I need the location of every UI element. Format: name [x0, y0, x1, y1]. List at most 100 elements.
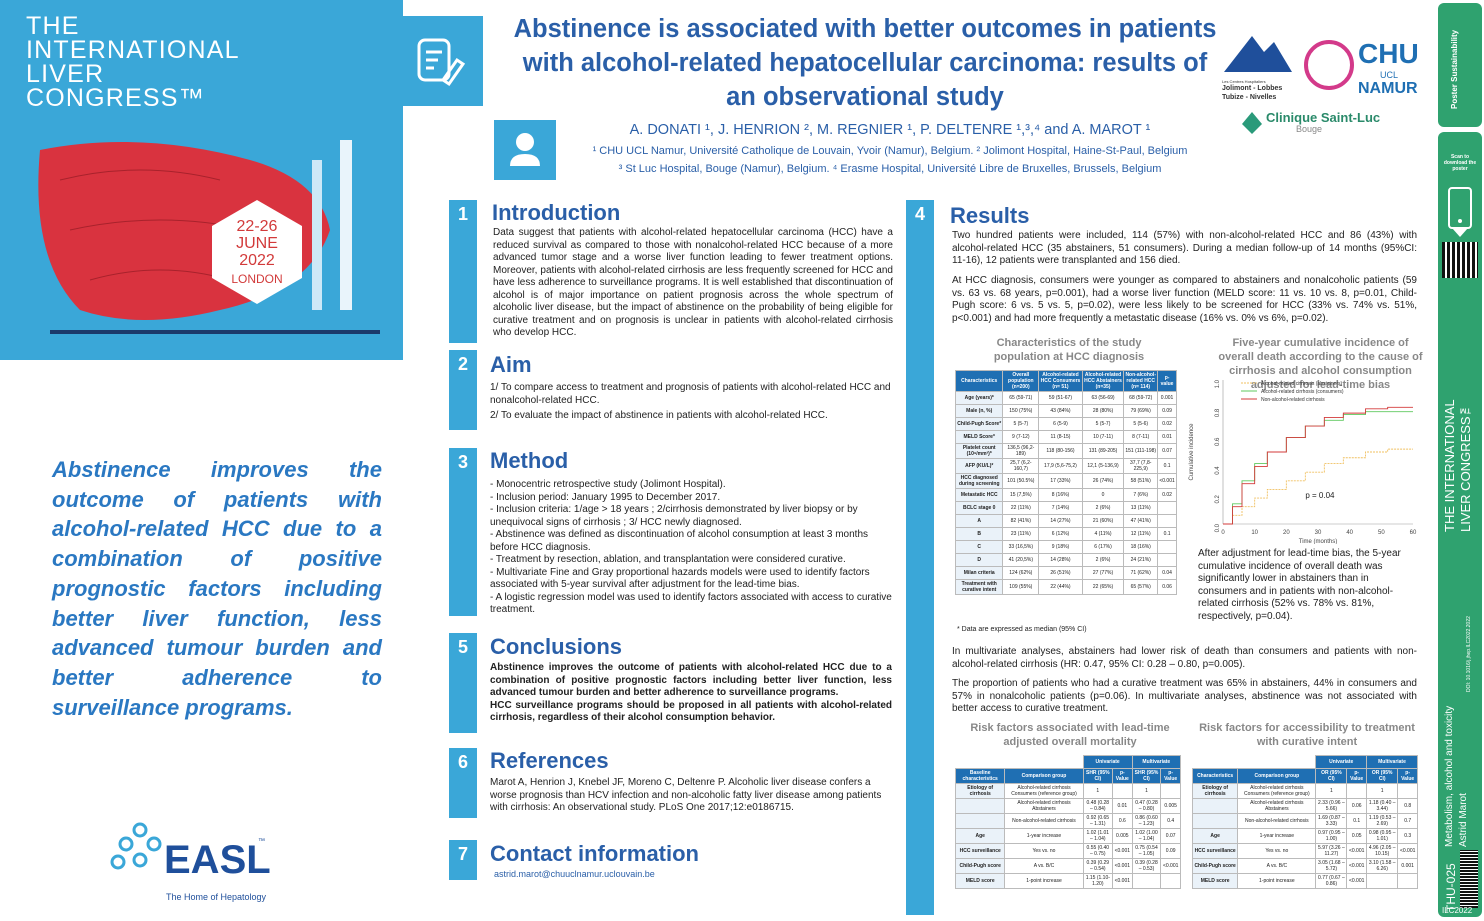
column-header: Baseline characteristics	[954, 768, 1006, 784]
table-row: Age (years)* 65 (59-71) 59 (51-67) 63 (56-6…	[954, 391, 1177, 405]
table-row: Child-Pugh score A vs. B/C 0.39 (0.29 – 0.…	[954, 858, 1181, 874]
table-cell	[1365, 873, 1399, 889]
treatment-table: Univariate Multivariate Characteristics Com…	[1191, 755, 1418, 889]
table-cell: 1.02 (1.00 – 1.04)	[1131, 828, 1162, 844]
table-cell: 5 (5-7)	[1002, 417, 1040, 431]
table-cell	[1112, 783, 1133, 799]
table-cell: 14 (28%)	[1038, 553, 1083, 567]
table-row: HCC surveillance Yes vs. no 0.55 (0.40 – 0…	[954, 843, 1181, 859]
table-cell: 1	[1082, 783, 1114, 799]
column-header: p-Value	[1112, 768, 1133, 784]
qr-code[interactable]	[1442, 242, 1478, 278]
table-cell	[1160, 873, 1181, 889]
table-cell: 0.55 (0.40 – 0.75)	[1082, 843, 1114, 859]
table-cell: 21 (60%)	[1081, 514, 1125, 528]
table-cell: 26 (51%)	[1038, 566, 1083, 580]
table-cell: 17,9 (5,6-75,2)	[1038, 458, 1083, 474]
table-cell: 22 (44%)	[1038, 579, 1083, 595]
column-header: Comparison group	[1237, 768, 1317, 784]
chu-ring-icon	[1304, 40, 1354, 90]
table-cell	[1160, 783, 1181, 799]
table-cell: 0.06	[1157, 579, 1177, 595]
table-cell: HCC diagnosed during screening	[954, 473, 1004, 489]
table-cell: A vs. B/C	[1237, 858, 1317, 874]
table-cell: <0.001	[1346, 858, 1367, 874]
group-header: Multivariate	[1366, 755, 1418, 769]
table-cell: Etiology of cirrhosis	[954, 783, 1006, 799]
chart-explanation: After adjustment for lead-time bias, the…	[1198, 548, 1401, 622]
table-cell: 9 (18%)	[1038, 540, 1083, 554]
x-tick-label: 30	[1315, 530, 1322, 536]
table-cell: 7 (6%)	[1123, 488, 1159, 502]
section-number: 2	[449, 350, 477, 430]
table-cell: 63 (56-69)	[1081, 391, 1125, 405]
group-header: Multivariate	[1131, 755, 1182, 769]
table-cell: <0.001	[1346, 843, 1367, 859]
table-cell: Alcohol-related cirrhosis Consumers (ref…	[1004, 783, 1084, 799]
table-cell: 0.39 (0.28 – 0.53)	[1131, 858, 1162, 874]
results-p1: Two hundred patients were included, 114 …	[952, 230, 1417, 266]
table-cell: 4 (11%)	[1081, 527, 1125, 541]
table-cell: 0.1	[1346, 813, 1367, 829]
table-row: MELD Score* 9 (7-12) 11 (8-15) 10 (7-11) 8 (…	[954, 430, 1177, 444]
table-cell: 151 (111-198)	[1123, 443, 1159, 459]
table-cell: 1-year increase	[1004, 828, 1084, 844]
table-cell: 18 (16%)	[1123, 540, 1159, 554]
table-cell: Metastatic HCC	[954, 488, 1004, 502]
table-cell: 0.07	[1157, 443, 1177, 459]
table-row: Non-alcohol-related cirrhosis 1.69 (0.87 …	[1191, 813, 1418, 829]
section-title: References	[490, 748, 609, 773]
table-cell: 0.48 (0.28 – 0.84)	[1082, 798, 1114, 814]
x-tick-label: 60	[1410, 530, 1417, 536]
column-header: OR (95% CI)	[1365, 768, 1399, 784]
table-cell: 0.1	[1157, 527, 1177, 541]
document-edit-icon	[417, 38, 466, 87]
table-cell: 12 (11%)	[1123, 527, 1159, 541]
arrow-down-icon	[1452, 228, 1468, 237]
table-cell: <0.001	[1112, 873, 1133, 889]
section-title: Aim	[490, 352, 532, 377]
table-cell: Child-Pugh score	[1191, 858, 1239, 874]
barcode	[1460, 850, 1478, 908]
saint-luc-logo: Clinique Saint-Luc	[1266, 110, 1381, 125]
table-cell: 47 (41%)	[1123, 514, 1159, 528]
table-cell: 1	[1315, 783, 1348, 799]
group-header: Univariate	[1315, 755, 1367, 769]
table-cell: 58 (51%)	[1123, 473, 1159, 489]
section-number: 6	[449, 748, 477, 818]
table-cell: 1	[1365, 783, 1399, 799]
mountain-logo-icon	[1224, 36, 1292, 72]
congress-banner: THE INTERNATIONAL LIVER CONGRESS™ 22-26 …	[0, 0, 403, 360]
table-cell: BCLC stage 0	[954, 501, 1004, 515]
contact-email-link[interactable]: astrid.marot@chuuclnamur.uclouvain.be	[494, 869, 655, 879]
table-cell	[954, 813, 1006, 829]
table-cell	[1157, 540, 1177, 554]
table-cell: 8 (7-11)	[1123, 430, 1159, 444]
table-cell: A	[954, 514, 1004, 528]
table-cell: 0.1	[1157, 458, 1177, 474]
table-row: Etiology of cirrhosis Alcohol-related cir…	[954, 783, 1181, 799]
table-cell: D	[954, 553, 1004, 567]
table-cell: 71 (62%)	[1123, 566, 1159, 580]
table-cell: 0.07	[1160, 828, 1181, 844]
table-row: D 41 (20,5%) 14 (28%) 2 (6%) 24 (21%)	[954, 553, 1177, 567]
table-row: Metastatic HCC 15 (7,5%) 8 (16%) 0 7 (6%) 0.0…	[954, 488, 1177, 502]
table-row: AFP (KU/L)* 25,7 (6,2-160,7) 17,9 (5,6-75,…	[954, 458, 1177, 474]
table-cell	[1191, 798, 1239, 814]
table-row: Alcohol-related cirrhosis Abstainers 0.48…	[954, 798, 1181, 814]
table-cell: Yes vs. no	[1237, 843, 1317, 859]
table-cell: 9 (7-12)	[1002, 430, 1040, 444]
x-tick-label: 20	[1283, 530, 1290, 536]
table-cell: MELD score	[954, 873, 1006, 889]
table-cell: 1.18 (0.40 – 3.44)	[1365, 798, 1399, 814]
authors: A. DONATI ¹, J. HENRION ², M. REGNIER ¹,…	[629, 122, 1151, 138]
table-cell: 82 (41%)	[1002, 514, 1040, 528]
section-number: 3	[449, 448, 477, 616]
y-tick-label: 0.6	[1215, 437, 1221, 446]
table-cell: 8 (16%)	[1038, 488, 1083, 502]
table-cell: 0.02	[1157, 417, 1177, 431]
table-cell	[1157, 501, 1177, 515]
table-cell: C	[954, 540, 1004, 554]
table-cell: Non-alcohol-related cirrhosis	[1237, 813, 1317, 829]
column-header: p-Value	[1397, 768, 1418, 784]
